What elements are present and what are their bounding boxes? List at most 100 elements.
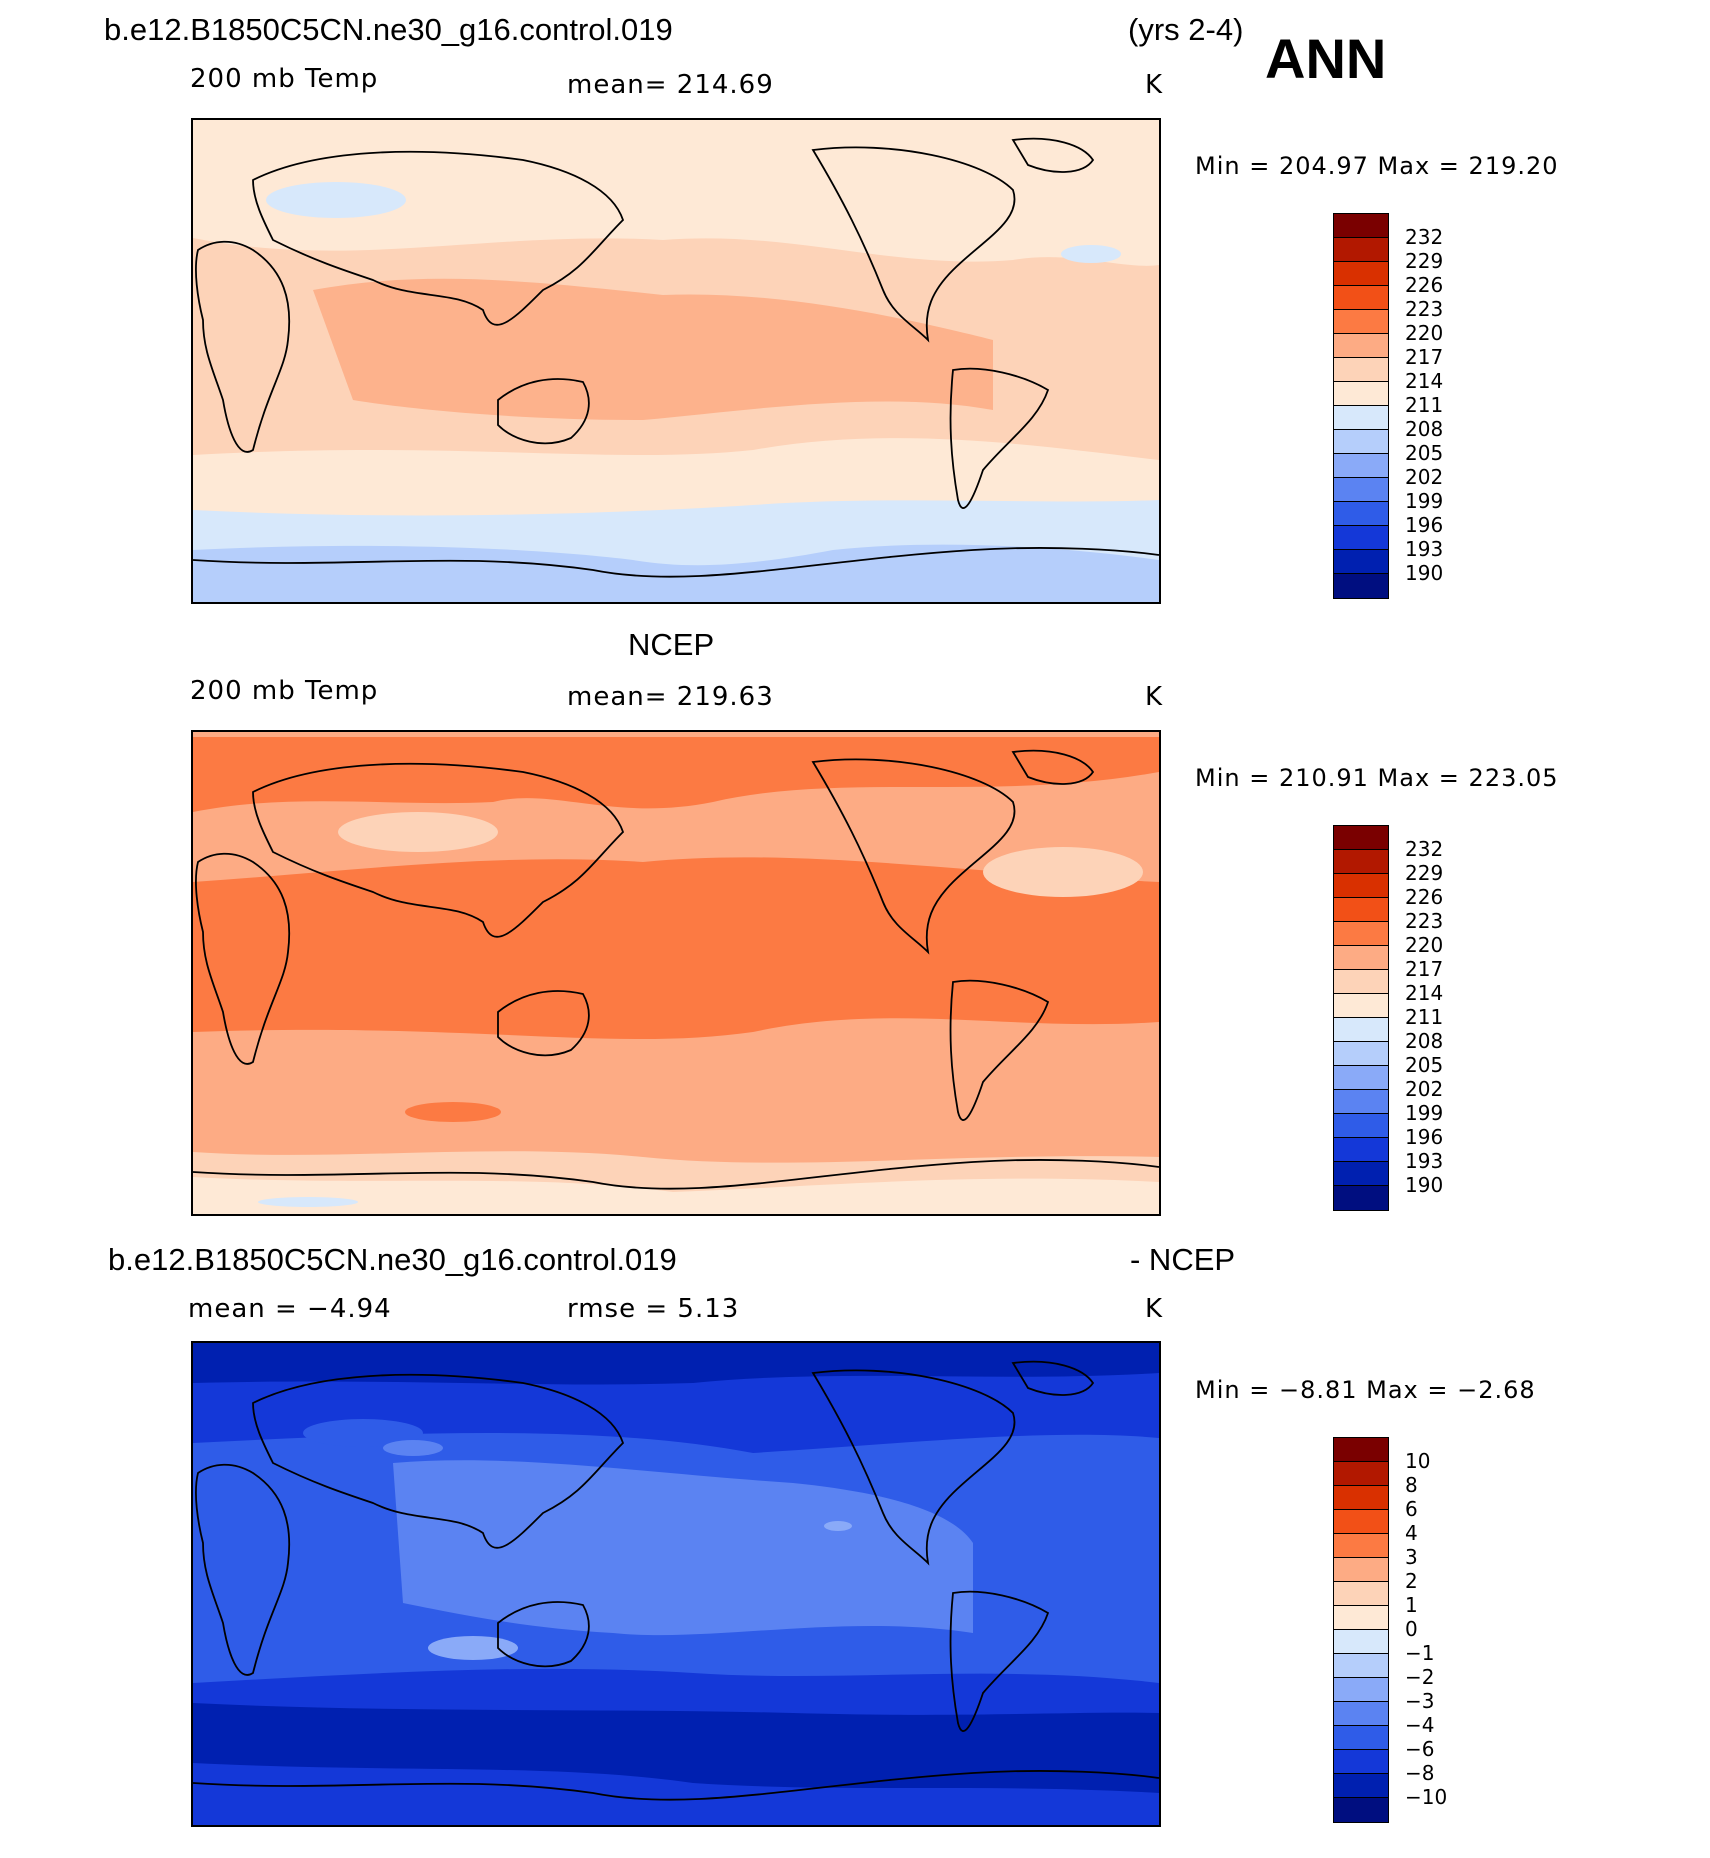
colorbar-swatch [1334, 454, 1388, 478]
colorbar-label: 217 [1405, 957, 1444, 981]
colorbar-label: 193 [1405, 537, 1444, 561]
colorbar-label: 217 [1405, 345, 1444, 369]
panel3-map [191, 1341, 1161, 1827]
colorbar-swatch [1334, 262, 1388, 286]
panel3-mean: mean = −4.94 [188, 1294, 392, 1324]
colorbar-swatch [1334, 1798, 1388, 1822]
colorbar-swatch [1334, 574, 1388, 598]
colorbar-label: 214 [1405, 369, 1444, 393]
colorbar-swatch [1334, 1606, 1388, 1630]
colorbar-swatch [1334, 970, 1388, 994]
colorbar-swatch [1334, 430, 1388, 454]
panel3-title-right: - NCEP [1130, 1242, 1236, 1277]
panel1-minmax: Min = 204.97 Max = 219.20 [1195, 152, 1559, 180]
case-title: b.e12.B1850C5CN.ne30_g16.control.019 [104, 12, 673, 47]
colorbar-label: 205 [1405, 441, 1444, 465]
colorbar-label: 8 [1405, 1473, 1418, 1497]
colorbar-label: 232 [1405, 225, 1444, 249]
colorbar-swatch [1334, 1462, 1388, 1486]
panel2-title: NCEP [628, 627, 715, 662]
panel3-minmax: Min = −8.81 Max = −2.68 [1195, 1376, 1536, 1404]
colorbar-label: 214 [1405, 981, 1444, 1005]
colorbar-label: −6 [1405, 1737, 1435, 1761]
colorbar-label: 208 [1405, 417, 1444, 441]
colorbar-label: 232 [1405, 837, 1444, 861]
colorbar-swatch [1334, 502, 1388, 526]
colorbar-swatch [1334, 1066, 1388, 1090]
panel2-map [191, 730, 1161, 1216]
colorbar-label: 226 [1405, 885, 1444, 909]
colorbar-swatch [1334, 1438, 1388, 1462]
colorbar-swatch [1334, 1018, 1388, 1042]
colorbar-swatch [1334, 382, 1388, 406]
colorbar-swatch [1334, 1186, 1388, 1210]
colorbar-swatch [1334, 1630, 1388, 1654]
panel3-units: K [1145, 1294, 1164, 1324]
colorbar-swatch [1334, 238, 1388, 262]
panel1-units: K [1145, 70, 1164, 100]
colorbar-label: 190 [1405, 1173, 1444, 1197]
colorbar-swatch [1334, 550, 1388, 574]
panel2-mean: mean= 219.63 [567, 682, 774, 712]
colorbar-label: 10 [1405, 1449, 1431, 1473]
colorbar-label: 220 [1405, 321, 1444, 345]
panel2-minmax: Min = 210.91 Max = 223.05 [1195, 764, 1559, 792]
colorbar-label: 226 [1405, 273, 1444, 297]
colorbar-label: 6 [1405, 1497, 1418, 1521]
colorbar-swatch [1334, 406, 1388, 430]
colorbar-label: 0 [1405, 1617, 1418, 1641]
colorbar-swatch [1334, 1702, 1388, 1726]
colorbar-label: 229 [1405, 249, 1444, 273]
colorbar-label: 223 [1405, 297, 1444, 321]
colorbar-swatch [1334, 358, 1388, 382]
colorbar-swatch [1334, 994, 1388, 1018]
colorbar-swatch [1334, 1162, 1388, 1186]
panel3-colorbar-labels: 10 8 6 4 3 2 1 0 −1 −2 −3 −4 −6 −8 −10 [1405, 1449, 1447, 1809]
colorbar-swatch [1334, 1510, 1388, 1534]
colorbar-label: 208 [1405, 1029, 1444, 1053]
panel3-rmse: rmse = 5.13 [567, 1294, 740, 1324]
colorbar-label: −2 [1405, 1665, 1435, 1689]
panel3-title-left: b.e12.B1850C5CN.ne30_g16.control.019 [108, 1242, 677, 1277]
colorbar-swatch [1334, 1534, 1388, 1558]
colorbar-label: 202 [1405, 1077, 1444, 1101]
colorbar-label: 2 [1405, 1569, 1418, 1593]
colorbar-swatch [1334, 1114, 1388, 1138]
colorbar-swatch [1334, 478, 1388, 502]
panel1-map [191, 118, 1161, 604]
colorbar-swatch [1334, 1486, 1388, 1510]
colorbar-swatch [1334, 1138, 1388, 1162]
colorbar-label: 199 [1405, 489, 1444, 513]
colorbar-label: 199 [1405, 1101, 1444, 1125]
colorbar-swatch [1334, 922, 1388, 946]
colorbar-label: −4 [1405, 1713, 1435, 1737]
colorbar-swatch [1334, 1582, 1388, 1606]
colorbar-swatch [1334, 898, 1388, 922]
colorbar-label: 223 [1405, 909, 1444, 933]
panel1-variable: 200 mb Temp [190, 64, 379, 94]
panel3-colorbar [1333, 1437, 1389, 1823]
colorbar-label: −1 [1405, 1641, 1435, 1665]
colorbar-label: 211 [1405, 393, 1444, 417]
colorbar-swatch [1334, 334, 1388, 358]
panel2-colorbar-labels: 232 229 226 223 220 217 214 211 208 205 202 199 196 1… [1405, 837, 1443, 1197]
colorbar-label: −3 [1405, 1689, 1435, 1713]
panel1-colorbar-labels: 232 229 226 223 220 217 214 211 208 205 202 199 196 1… [1405, 225, 1443, 585]
colorbar-swatch [1334, 1774, 1388, 1798]
colorbar-label: 3 [1405, 1545, 1418, 1569]
years-label: (yrs 2-4) [1128, 12, 1244, 47]
colorbar-label: 202 [1405, 465, 1444, 489]
colorbar-label: 205 [1405, 1053, 1444, 1077]
colorbar-swatch [1334, 1726, 1388, 1750]
colorbar-label: −8 [1405, 1761, 1435, 1785]
panel1-colorbar [1333, 213, 1389, 599]
colorbar-swatch [1334, 1042, 1388, 1066]
panel1-mean: mean= 214.69 [567, 70, 774, 100]
season-label: ANN [1265, 27, 1387, 90]
colorbar-label: 190 [1405, 561, 1444, 585]
colorbar-swatch [1334, 1558, 1388, 1582]
colorbar-swatch [1334, 874, 1388, 898]
panel2-variable: 200 mb Temp [190, 676, 379, 706]
colorbar-label: 229 [1405, 861, 1444, 885]
colorbar-swatch [1334, 214, 1388, 238]
